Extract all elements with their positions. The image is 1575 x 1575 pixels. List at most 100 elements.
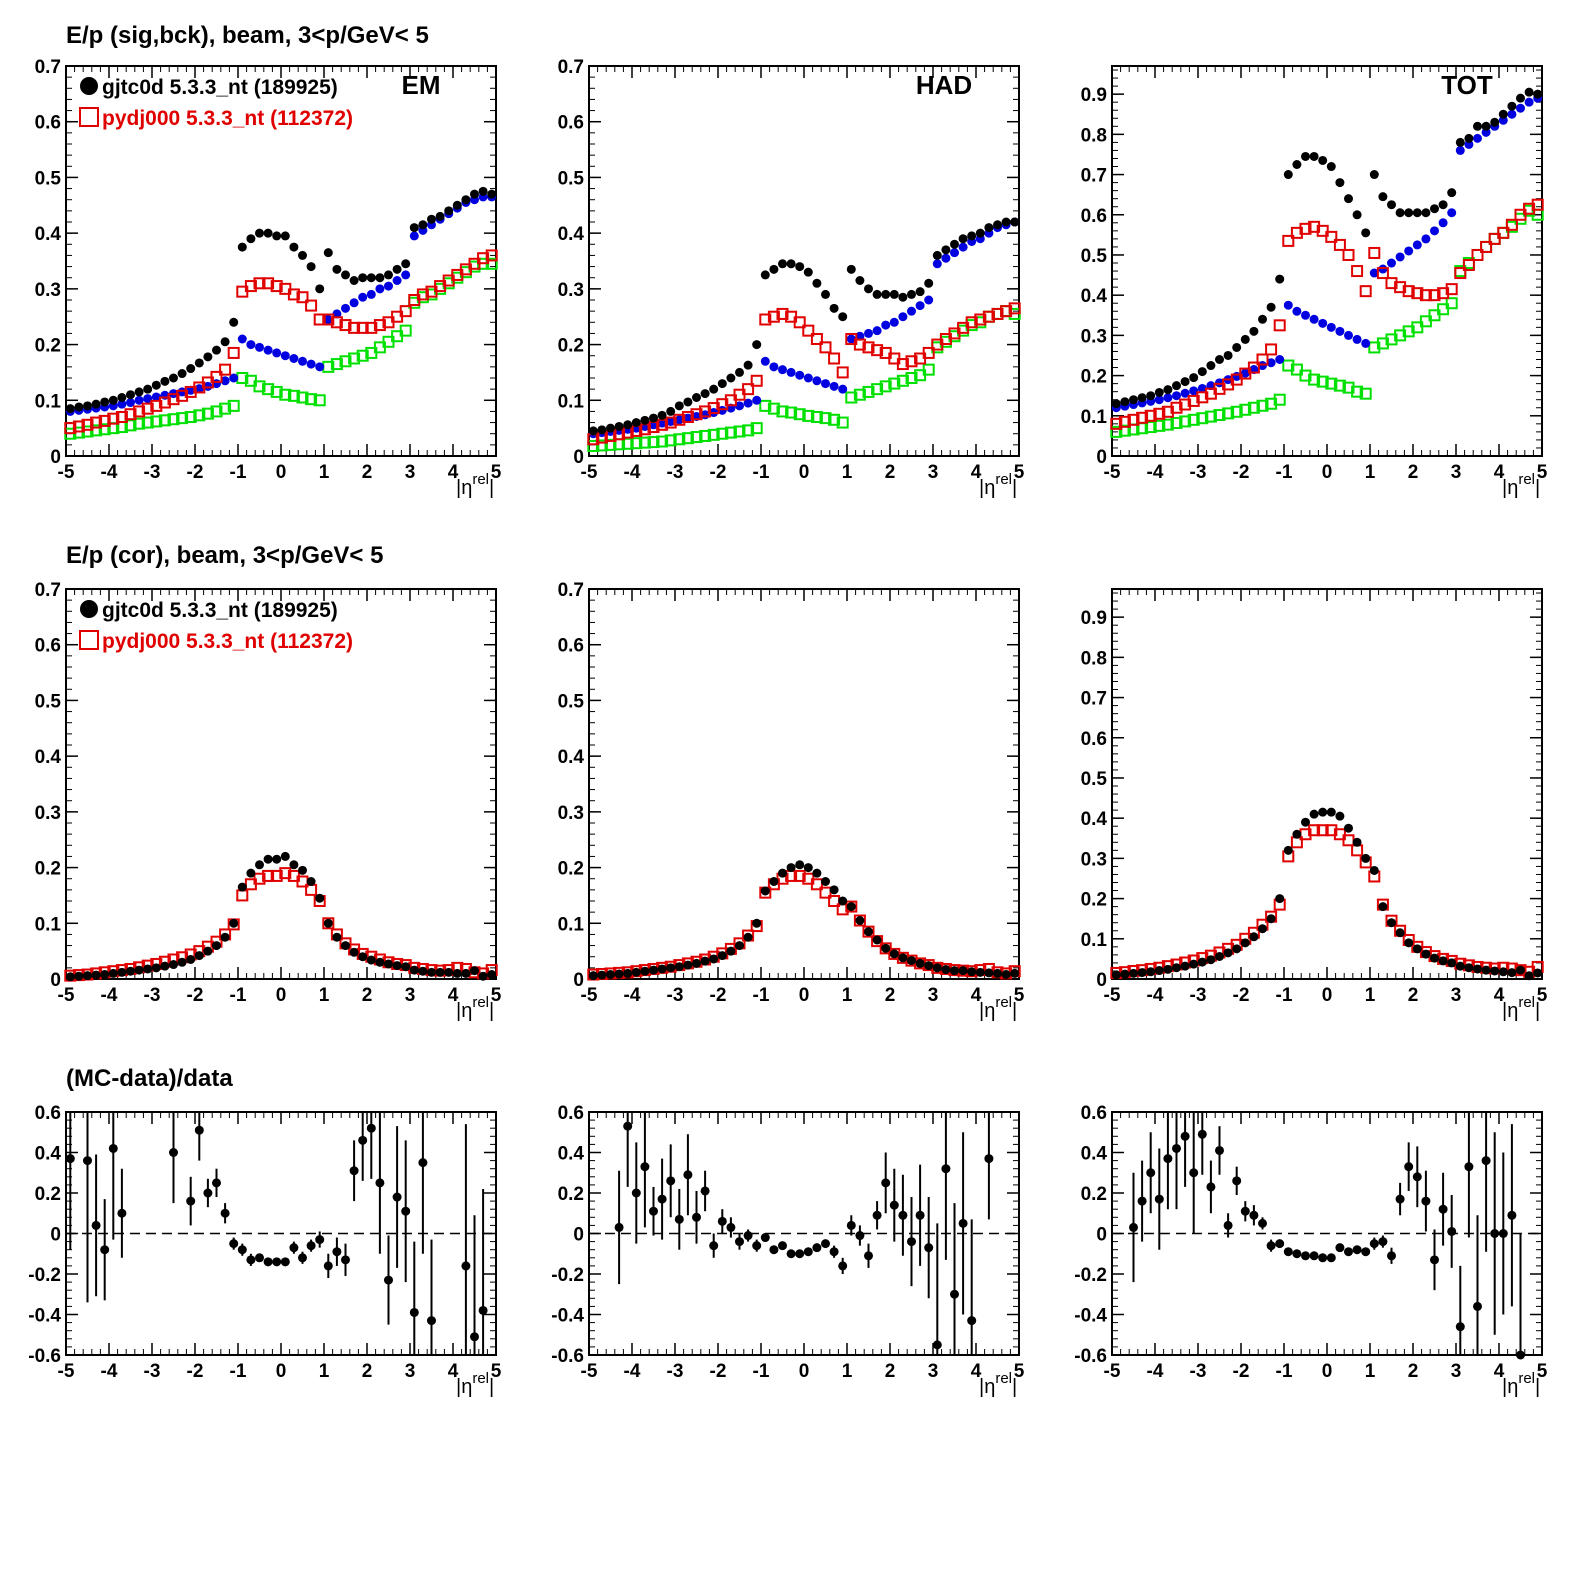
data-point xyxy=(262,383,275,396)
legend-marker xyxy=(80,600,98,618)
x-tick-label: 3 xyxy=(405,462,416,483)
data-point xyxy=(427,1316,436,1326)
data-point xyxy=(769,877,779,886)
data-point xyxy=(323,248,333,258)
y-tick-label: -0.6 xyxy=(551,1346,584,1367)
y-tick-label: 0.9 xyxy=(1081,85,1107,106)
data-point xyxy=(461,195,471,205)
data-point xyxy=(253,872,266,885)
data-point xyxy=(879,380,892,393)
x-tick-label: -5 xyxy=(58,462,75,483)
x-tick-label: -4 xyxy=(1147,462,1164,483)
data-point xyxy=(786,863,796,873)
data-point xyxy=(1464,1162,1474,1172)
y-tick-label: -0.4 xyxy=(551,1306,584,1327)
data-point xyxy=(795,1249,805,1259)
data-point xyxy=(392,961,402,971)
data-point xyxy=(143,384,153,394)
data-point xyxy=(707,402,720,415)
data-point xyxy=(845,900,858,913)
data-point xyxy=(332,932,342,942)
data-point xyxy=(227,399,240,412)
y-tick-label: 0.4 xyxy=(1081,1144,1108,1165)
data-point xyxy=(262,277,275,290)
data-point xyxy=(1247,361,1260,374)
data-point xyxy=(108,395,118,405)
data-point xyxy=(871,383,884,396)
y-tick-label: 0.3 xyxy=(558,280,584,301)
x-tick-label: 0 xyxy=(1322,1361,1333,1382)
x-tick-label: 2 xyxy=(885,462,896,483)
y-tick-label: 0.8 xyxy=(1081,648,1107,669)
data-point xyxy=(262,869,275,882)
data-point xyxy=(1378,192,1388,202)
y-tick-label: 0.4 xyxy=(558,747,585,768)
x-tick-label: 4 xyxy=(1494,1361,1505,1382)
y-tick-label: -0.6 xyxy=(1074,1346,1107,1367)
data-point xyxy=(117,1208,127,1218)
data-point xyxy=(1189,1168,1199,1178)
x-tick-label: 2 xyxy=(1408,985,1419,1006)
data-point xyxy=(253,277,266,290)
data-point xyxy=(778,365,787,375)
y-tick-label: 0.3 xyxy=(35,280,61,301)
data-point xyxy=(194,951,204,961)
x-tick-label: -2 xyxy=(710,462,727,483)
data-point xyxy=(392,1192,402,1202)
data-point xyxy=(1163,964,1173,974)
data-point xyxy=(1118,415,1131,428)
data-point xyxy=(1230,373,1243,386)
data-point xyxy=(126,398,135,408)
data-point xyxy=(769,264,779,274)
data-point xyxy=(349,298,359,308)
data-point xyxy=(647,436,660,449)
data-point xyxy=(366,955,376,965)
data-point xyxy=(160,961,170,971)
data-point xyxy=(1533,89,1543,99)
data-point xyxy=(1344,823,1353,833)
legend-marker xyxy=(79,107,99,127)
data-point xyxy=(630,437,643,450)
y-tick-label: 0 xyxy=(50,1225,61,1246)
data-point xyxy=(778,259,787,269)
data-point xyxy=(1335,178,1345,188)
data-point xyxy=(237,334,247,344)
data-point xyxy=(1144,409,1157,422)
y-tick-label: 0.7 xyxy=(558,580,584,601)
x-tick-label: 1 xyxy=(842,1361,853,1382)
data-point xyxy=(742,383,755,396)
data-point xyxy=(950,239,959,249)
data-point xyxy=(862,385,875,398)
data-point xyxy=(1170,401,1183,414)
data-point xyxy=(373,319,386,332)
data-point xyxy=(392,264,402,274)
data-point xyxy=(941,965,951,975)
series-1 xyxy=(588,217,1020,436)
data-point xyxy=(881,289,891,299)
data-point xyxy=(435,211,445,221)
x-tick-label: 2 xyxy=(1408,462,1419,483)
data-point xyxy=(117,399,127,409)
data-point xyxy=(289,242,299,252)
data-point xyxy=(1464,963,1474,973)
y-tick-label: 0.2 xyxy=(35,336,61,357)
series-2 xyxy=(64,867,498,982)
data-point xyxy=(1369,170,1379,180)
data-point xyxy=(1309,314,1319,324)
data-point xyxy=(341,941,350,951)
data-point xyxy=(203,946,213,956)
panel-2: -5 -4 -3 -2 -1 0 1 2 3 4 5 0 0.1 0.2 0.3 0.4 0.5 0.6 0.7 |η… xyxy=(558,57,1025,499)
x-axis-label: |ηrel| xyxy=(456,994,494,1022)
data-point xyxy=(83,401,92,411)
data-point xyxy=(1516,965,1525,975)
data-point xyxy=(399,305,412,318)
data-point xyxy=(418,966,428,976)
data-point xyxy=(778,868,787,878)
data-point xyxy=(1430,1255,1439,1265)
data-point xyxy=(365,321,378,334)
data-point xyxy=(932,1340,942,1350)
data-point xyxy=(1282,234,1295,247)
data-point xyxy=(838,312,848,322)
data-point xyxy=(375,284,385,294)
data-point xyxy=(203,1188,213,1198)
